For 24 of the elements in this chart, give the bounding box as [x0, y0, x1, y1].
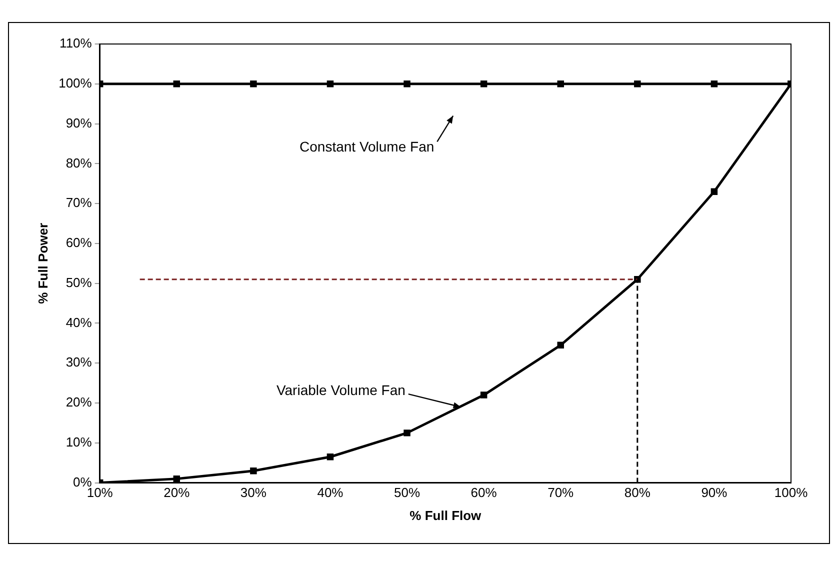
- y-tick-label: 110%: [60, 36, 92, 51]
- y-tick-label: 20%: [66, 394, 92, 410]
- x-axis-title: % Full Flow: [410, 508, 482, 523]
- x-tick-label: 20%: [164, 485, 190, 500]
- y-axis-title: % Full Power: [35, 222, 50, 304]
- x-tick-label: 50%: [394, 485, 420, 500]
- y-tick-label: 10%: [66, 434, 92, 450]
- x-tick-label: 30%: [240, 485, 267, 500]
- y-tick-label: 50%: [66, 274, 92, 290]
- y-tick-label: 40%: [66, 314, 92, 330]
- x-tick-label: 70%: [548, 485, 574, 500]
- annotation: Variable Volume Fan: [276, 382, 406, 398]
- x-tick-label: 40%: [317, 485, 344, 500]
- annotation: Constant Volume Fan: [300, 138, 434, 155]
- y-tick-label: 60%: [66, 235, 92, 250]
- y-tick-label: 70%: [66, 195, 92, 210]
- x-tick-label: 60%: [470, 485, 498, 500]
- x-tick-label: 80%: [624, 485, 651, 500]
- x-tick-label: 90%: [701, 485, 728, 500]
- y-tick-label: 30%: [66, 354, 92, 370]
- x-tick-label: 100%: [774, 485, 808, 500]
- y-tick-label: 100%: [58, 75, 92, 90]
- y-tick-label: 90%: [66, 115, 92, 130]
- y-tick-label: 80%: [66, 155, 92, 170]
